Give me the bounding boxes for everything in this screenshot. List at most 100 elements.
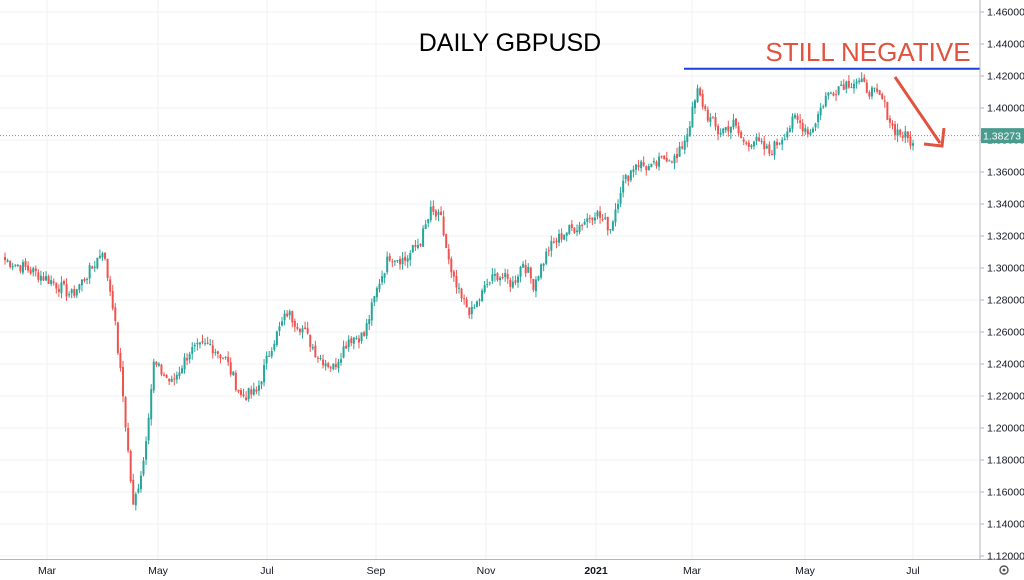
candle-body bbox=[393, 260, 396, 262]
y-tick-label: 1.20000 bbox=[987, 423, 1024, 435]
candle-body bbox=[32, 268, 35, 273]
candle-body bbox=[183, 357, 186, 370]
settings-button[interactable] bbox=[999, 565, 1009, 575]
candle-body bbox=[165, 375, 168, 378]
candle-body bbox=[799, 120, 802, 123]
candle-body bbox=[760, 140, 763, 142]
candle-body bbox=[519, 266, 522, 277]
candle-body bbox=[119, 352, 122, 368]
candle-body bbox=[263, 365, 266, 383]
candle-body bbox=[191, 346, 194, 354]
candle-body bbox=[663, 155, 666, 160]
candle-body bbox=[888, 118, 891, 123]
candle-body bbox=[486, 283, 489, 285]
candle-body bbox=[822, 106, 825, 108]
candle-body bbox=[599, 211, 602, 218]
candle-body bbox=[527, 266, 530, 273]
candle-body bbox=[291, 311, 294, 323]
candle-body bbox=[560, 233, 563, 240]
candle-body bbox=[268, 355, 271, 357]
candle-body bbox=[322, 359, 325, 366]
gear-icon[interactable] bbox=[999, 565, 1009, 575]
y-tick-label: 1.14000 bbox=[987, 519, 1024, 531]
candle-body bbox=[781, 139, 784, 145]
candle-body bbox=[565, 232, 568, 236]
candle-body bbox=[645, 166, 648, 171]
candle-body bbox=[101, 253, 104, 258]
time-axis[interactable]: Mar May Jul Sep Nov 2021 Mar May Jul bbox=[38, 565, 920, 577]
candle-body bbox=[709, 117, 712, 123]
candle-body bbox=[16, 264, 19, 267]
y-tick-label: 1.44000 bbox=[987, 39, 1024, 51]
candle-body bbox=[193, 345, 196, 347]
candle-body bbox=[150, 389, 153, 420]
candle-body bbox=[109, 279, 112, 292]
candle-body bbox=[752, 141, 755, 147]
candle-body bbox=[37, 272, 40, 280]
candle-body bbox=[912, 143, 914, 146]
candle-body bbox=[219, 354, 222, 359]
candle-body bbox=[388, 255, 391, 261]
candle-body bbox=[247, 388, 250, 400]
candle-body bbox=[42, 276, 45, 281]
candle-body bbox=[529, 267, 532, 279]
candle-body bbox=[629, 170, 632, 181]
y-tick-label: 1.40000 bbox=[987, 103, 1024, 115]
candle-body bbox=[260, 381, 263, 385]
candle-body bbox=[894, 124, 897, 135]
candle-body bbox=[878, 90, 881, 95]
candle-body bbox=[868, 92, 871, 97]
candle-body bbox=[686, 134, 689, 142]
candle-body bbox=[434, 210, 437, 217]
candle-body bbox=[173, 378, 176, 380]
candle-body bbox=[583, 221, 586, 225]
candle-body bbox=[842, 84, 845, 90]
candle-body bbox=[337, 361, 340, 369]
candle-body bbox=[788, 128, 791, 132]
candle-body bbox=[832, 93, 835, 96]
y-tick-label: 1.46000 bbox=[987, 7, 1024, 19]
candle-body bbox=[806, 129, 809, 135]
candle-body bbox=[642, 162, 645, 166]
candle-body bbox=[186, 358, 189, 361]
candle-body bbox=[250, 389, 253, 395]
candle-body bbox=[786, 131, 789, 138]
candle-body bbox=[899, 129, 902, 135]
candle-body bbox=[906, 131, 909, 138]
candle-body bbox=[886, 102, 889, 120]
x-tick-label: Mar bbox=[38, 565, 57, 577]
candle-body bbox=[509, 279, 512, 287]
candle-body bbox=[855, 81, 858, 84]
candle-body bbox=[575, 230, 578, 232]
candle-body bbox=[568, 225, 571, 234]
candle-body bbox=[650, 163, 653, 168]
candle-body bbox=[596, 211, 599, 217]
candle-body bbox=[129, 451, 132, 482]
candle-body bbox=[647, 166, 650, 171]
y-tick-label: 1.28000 bbox=[987, 295, 1024, 307]
candle-body bbox=[188, 354, 191, 360]
candle-body bbox=[170, 378, 173, 382]
candle-body bbox=[168, 378, 171, 382]
candle-body bbox=[368, 319, 371, 325]
candle-body bbox=[455, 275, 458, 288]
annotation-still-negative: STILL NEGATIVE bbox=[765, 37, 970, 67]
candle-body bbox=[701, 93, 704, 107]
y-tick-label: 1.18000 bbox=[987, 455, 1024, 467]
candle-body bbox=[91, 266, 94, 269]
candle-body bbox=[232, 371, 235, 376]
candle-body bbox=[491, 274, 494, 282]
candle-body bbox=[275, 331, 278, 345]
candle-body bbox=[524, 265, 527, 274]
candle-body bbox=[501, 276, 504, 279]
price-axis[interactable]: 1.12000 1.14000 1.16000 1.18000 1.20000 1.220… bbox=[980, 7, 1024, 563]
candle-body bbox=[545, 251, 548, 264]
candle-body bbox=[245, 397, 248, 401]
candle-body bbox=[9, 260, 12, 267]
candle-body bbox=[614, 209, 617, 223]
candle-body bbox=[196, 342, 199, 345]
candle-body bbox=[853, 83, 856, 89]
candle-body bbox=[357, 338, 360, 343]
candle-body bbox=[383, 273, 386, 278]
candle-body bbox=[452, 271, 455, 277]
